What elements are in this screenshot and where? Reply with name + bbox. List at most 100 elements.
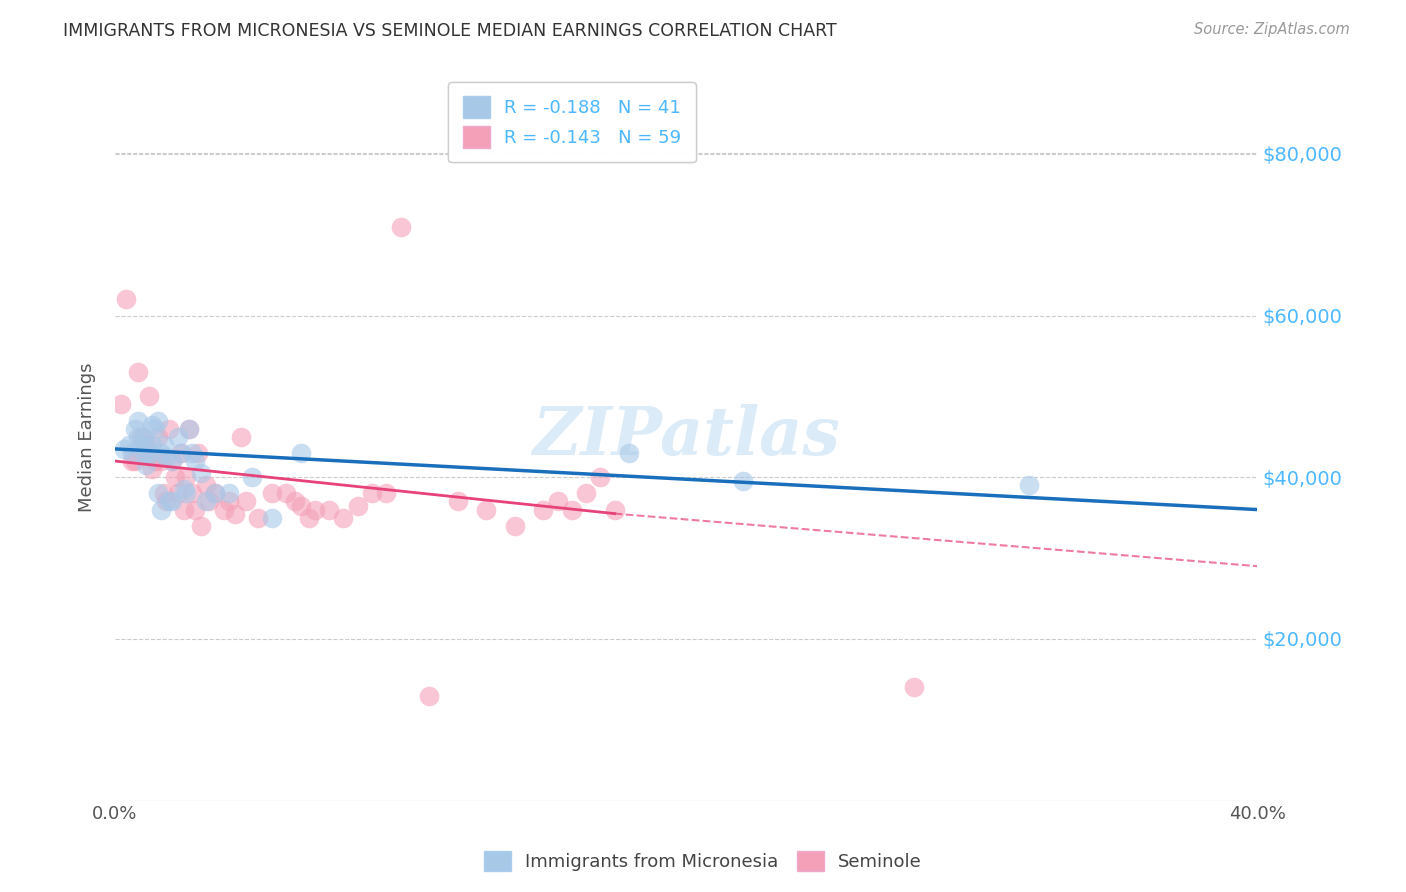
Point [143,454,166,468]
Point [141,417,163,432]
Point [112,442,135,456]
Point [290,499,312,513]
Point [124,454,146,468]
Point [260,510,283,524]
Point [240,470,263,484]
Point [181,486,204,500]
Point [149,446,172,460]
Point [284,494,307,508]
Legend: Immigrants from Micronesia, Seminole: Immigrants from Micronesia, Seminole [477,844,929,879]
Point [276,486,298,500]
Point [160,454,183,468]
Y-axis label: Median Earnings: Median Earnings [79,362,96,511]
Legend: R = -0.188   N = 41, R = -0.143   N = 59: R = -0.188 N = 41, R = -0.143 N = 59 [449,82,696,162]
Point [195,494,218,508]
Point [224,507,246,521]
Point [173,483,195,497]
Point [138,389,160,403]
Point [132,430,155,444]
Point [132,446,155,460]
Point [160,454,183,468]
Point [304,502,326,516]
Point [176,470,198,484]
Point [166,486,188,500]
Point [1018,478,1040,492]
Point [318,502,340,516]
Point [190,466,212,480]
Point [127,414,149,428]
Point [190,518,212,533]
Point [110,397,132,411]
Point [152,486,174,500]
Point [135,442,157,456]
Point [138,446,160,460]
Point [170,446,193,460]
Point [733,475,755,489]
Point [187,446,209,460]
Point [603,502,626,516]
Point [176,486,198,500]
Point [149,454,172,468]
Text: IMMIGRANTS FROM MICRONESIA VS SEMINOLE MEDIAN EARNINGS CORRELATION CHART: IMMIGRANTS FROM MICRONESIA VS SEMINOLE M… [63,22,837,40]
Text: ZIPatlas: ZIPatlas [531,404,839,469]
Point [389,219,412,234]
Point [121,454,143,468]
Point [198,494,221,508]
Point [141,462,163,476]
Point [127,365,149,379]
Point [155,450,177,464]
Point [129,430,152,444]
Point [135,458,157,472]
Point [163,470,186,484]
Point [561,502,583,516]
Point [218,486,240,500]
Point [124,422,146,436]
Point [346,499,368,513]
Point [246,510,269,524]
Point [146,430,169,444]
Point [475,502,498,516]
Point [115,293,138,307]
Point [118,438,141,452]
Point [589,470,612,484]
Point [260,486,283,500]
Point [195,478,218,492]
Point [181,446,204,460]
Point [229,430,252,444]
Point [121,446,143,460]
Point [184,454,207,468]
Point [155,494,177,508]
Point [204,486,226,500]
Point [170,446,193,460]
Point [235,494,257,508]
Point [146,414,169,428]
Point [575,486,598,500]
Point [179,422,201,436]
Point [361,486,384,500]
Point [446,494,468,508]
Point [218,494,240,508]
Point [132,438,155,452]
Point [298,510,321,524]
Point [547,494,569,508]
Point [141,438,163,452]
Point [290,446,312,460]
Point [173,502,195,516]
Point [129,438,152,452]
Point [617,446,640,460]
Point [157,422,180,436]
Point [152,438,174,452]
Point [903,681,925,695]
Point [212,502,235,516]
Point [166,430,188,444]
Point [418,689,440,703]
Point [531,502,554,516]
Point [503,518,526,533]
Point [375,486,398,500]
Point [184,502,207,516]
Point [135,438,157,452]
Point [157,494,180,508]
Text: Source: ZipAtlas.com: Source: ZipAtlas.com [1194,22,1350,37]
Point [204,486,226,500]
Point [127,430,149,444]
